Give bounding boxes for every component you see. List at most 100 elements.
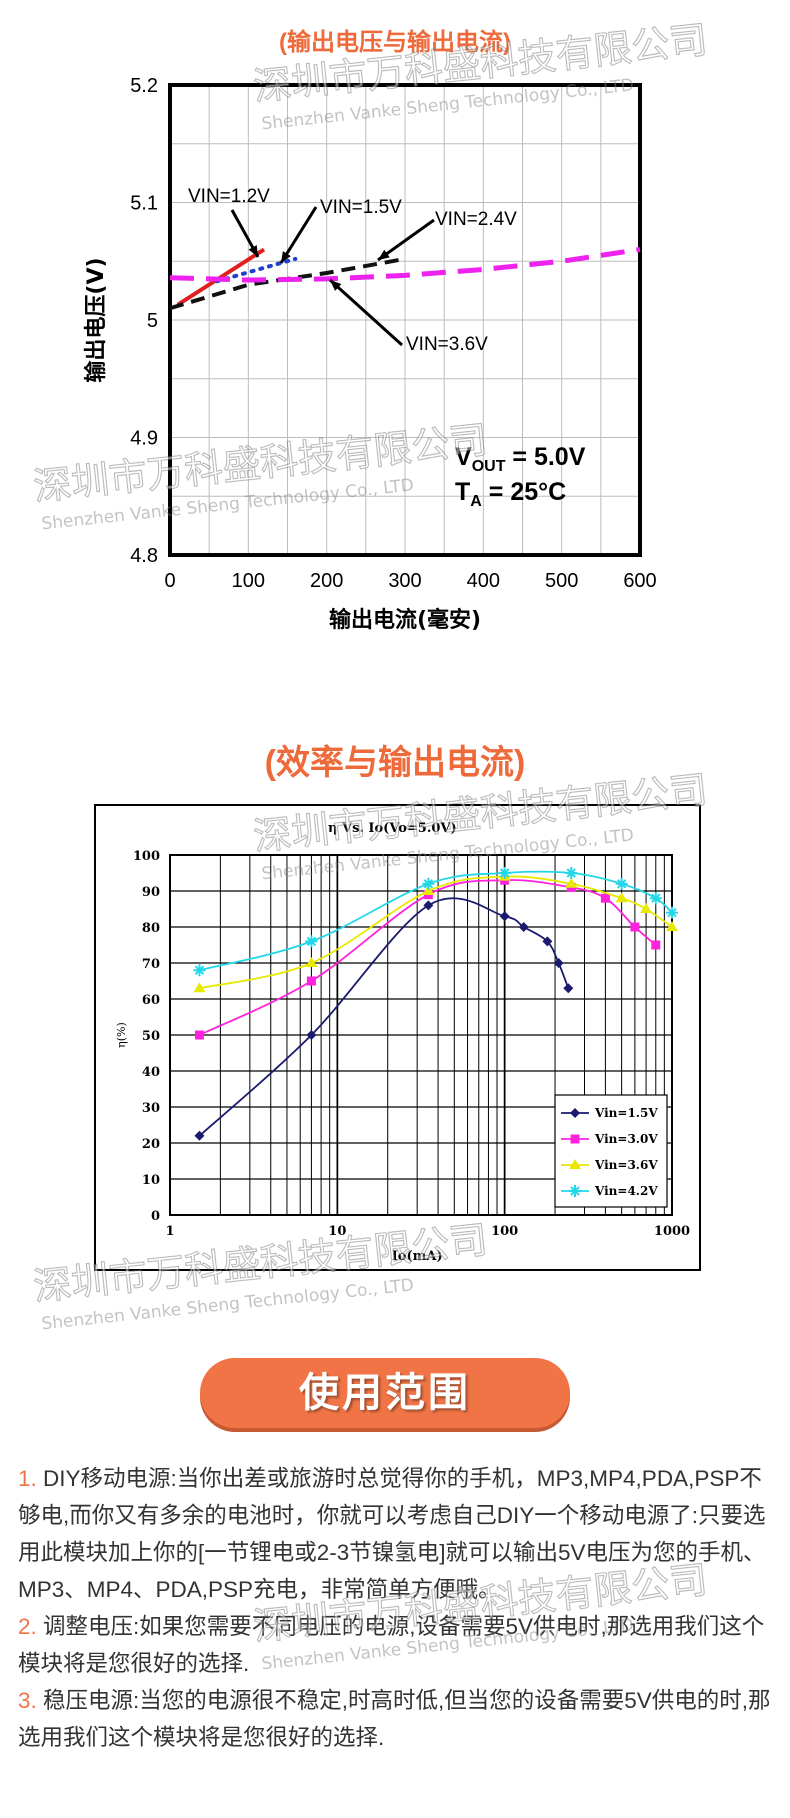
- y-tick-label: 5.1: [130, 193, 158, 215]
- y-tick-label: 20: [142, 1137, 160, 1152]
- usage-item-text: 调整电压:如果您需要不同电压的电源,设备需要5V供电时,那选用我们这个模块将是您…: [18, 1614, 765, 1676]
- data-point: [306, 1030, 317, 1040]
- data-point: [649, 892, 662, 905]
- x-axis-label: 输出电流(毫安): [329, 607, 481, 633]
- usage-list: 1. DIY移动电源:当你出差或旅游时总觉得你的手机，MP3,MP4,PDA,P…: [18, 1460, 778, 1756]
- condition-vout-sub: OUT: [472, 458, 506, 475]
- data-point: [423, 900, 434, 911]
- usage-item-2: 2. 调整电压:如果您需要不同电压的电源,设备需要5V供电时,那选用我们这个模块…: [18, 1608, 778, 1682]
- data-point: [600, 893, 610, 903]
- chart2-title: (效率与输出电流): [264, 744, 526, 782]
- condition-ta-symbol: T: [455, 478, 470, 506]
- usage-item-1: 1. DIY移动电源:当你出差或旅游时总觉得你的手机，MP3,MP4,PDA,P…: [18, 1460, 778, 1608]
- data-point: [499, 911, 510, 922]
- x-tick-label: 0: [164, 570, 175, 592]
- x-tick-label: 600: [623, 570, 656, 592]
- y-tick-label: 5.2: [130, 75, 158, 97]
- y-tick-label: 70: [142, 957, 160, 972]
- data-point: [651, 940, 661, 950]
- condition-vout: VOUT = 5.0V: [455, 443, 586, 475]
- plot-frame: [168, 83, 642, 557]
- data-point: [615, 892, 628, 903]
- data-point: [542, 936, 553, 947]
- data-point: [305, 957, 318, 967]
- y-tick-label: 10: [142, 1173, 160, 1188]
- label-arrow-head: [330, 280, 342, 291]
- x-tick-label: 1: [165, 1224, 174, 1239]
- y-tick-label: 80: [142, 921, 160, 936]
- data-point: [565, 877, 578, 888]
- data-point: [570, 1108, 580, 1118]
- usage-item-number: 3.: [18, 1688, 37, 1713]
- x-axis-label: Io(mA): [392, 1249, 443, 1264]
- data-point: [569, 1159, 581, 1169]
- y-axis-label: η(%): [115, 1022, 128, 1048]
- data-point: [422, 885, 435, 895]
- data-point: [570, 1134, 580, 1144]
- data-point: [498, 867, 511, 879]
- x-tick-label: 1000: [654, 1224, 690, 1239]
- data-point: [666, 906, 678, 919]
- usage-item-number: 1.: [18, 1466, 37, 1491]
- data-point: [518, 922, 529, 932]
- y-tick-label: 50: [142, 1029, 160, 1044]
- chart1-title: (输出电压与输出电流): [279, 29, 511, 56]
- data-point: [640, 903, 653, 913]
- series-label: VIN=1.5V: [320, 197, 402, 218]
- plot-frame: [169, 854, 673, 1216]
- y-tick-label: 0: [151, 1209, 160, 1224]
- y-tick-label: 90: [142, 885, 160, 900]
- x-tick-label: 10: [328, 1224, 346, 1239]
- efficiency-current-chart: η Vs. Io(Vo=5.0V) 0 10 20 30 40 50 60 70 80 90 100 1…: [94, 804, 701, 1271]
- condition-vout-symbol: V: [455, 443, 472, 471]
- label-arrow: [328, 278, 404, 347]
- y-tick-label: 100: [133, 849, 160, 864]
- condition-vout-value: = 5.0V: [505, 443, 585, 471]
- label-arrow-head: [281, 251, 291, 263]
- data-point: [630, 922, 640, 932]
- x-tick-label: 100: [232, 570, 265, 592]
- series-label: VIN=2.4V: [435, 209, 517, 230]
- watermark-en: Shenzhen Vanke Sheng Technology Co., LTD: [41, 1275, 415, 1334]
- legend-entry: Vin=1.5V: [594, 1106, 658, 1120]
- series-label: VIN=3.6V: [406, 334, 488, 355]
- data-point: [615, 877, 628, 890]
- y-tick-label: 4.9: [130, 428, 158, 450]
- condition-ta-sub: A: [470, 493, 482, 510]
- data-point: [569, 1185, 581, 1197]
- x-tick-label: 200: [310, 570, 343, 592]
- y-axis-label: 输出电压(V): [83, 257, 109, 382]
- data-point: [193, 964, 206, 977]
- x-tick-label: 300: [388, 570, 421, 592]
- x-tick-label: 400: [467, 570, 500, 592]
- label-arrow: [377, 218, 435, 262]
- condition-ta: TA = 25°C: [455, 478, 566, 510]
- x-tick-label: 100: [491, 1224, 518, 1239]
- data-point: [306, 976, 316, 986]
- usage-section-title: 使用范围: [200, 1358, 570, 1428]
- y-tick-label: 5: [147, 310, 158, 332]
- data-point: [193, 982, 206, 993]
- condition-ta-value: = 25°C: [482, 478, 566, 506]
- x-tick-label: 500: [545, 570, 578, 592]
- data-point: [194, 1030, 204, 1040]
- usage-item-number: 2.: [18, 1614, 37, 1639]
- data-point: [553, 958, 564, 968]
- legend-entry: Vin=3.6V: [594, 1158, 658, 1172]
- data-point: [666, 921, 678, 931]
- data-point: [565, 867, 578, 879]
- series-line-4: [169, 247, 641, 283]
- label-arrow-head: [378, 249, 390, 260]
- usage-item-3: 3. 稳压电源:当您的电源很不稳定,时高时低,但当您的设备需要5V供电的时,那选…: [18, 1682, 778, 1756]
- y-tick-label: 40: [142, 1065, 160, 1080]
- voltage-current-chart: 0 100 200 300 400 500 600 4.8 4.9 5 5.1 5.2 输出电流(毫安)…: [83, 75, 657, 633]
- usage-item-text: DIY移动电源:当你出差或旅游时总觉得你的手机，MP3,MP4,PDA,PSP不…: [18, 1466, 766, 1602]
- data-point: [563, 983, 574, 994]
- data-point: [422, 877, 435, 890]
- y-tick-label: 60: [142, 993, 160, 1008]
- usage-item-text: 稳压电源:当您的电源很不稳定,时高时低,但当您的设备需要5V供电的时,那选用我们…: [18, 1688, 771, 1750]
- legend-entry: Vin=4.2V: [594, 1184, 658, 1198]
- y-tick-label: 4.8: [130, 545, 158, 567]
- chart-caption: η Vs. Io(Vo=5.0V): [328, 821, 457, 836]
- legend-entry: Vin=3.0V: [594, 1132, 658, 1146]
